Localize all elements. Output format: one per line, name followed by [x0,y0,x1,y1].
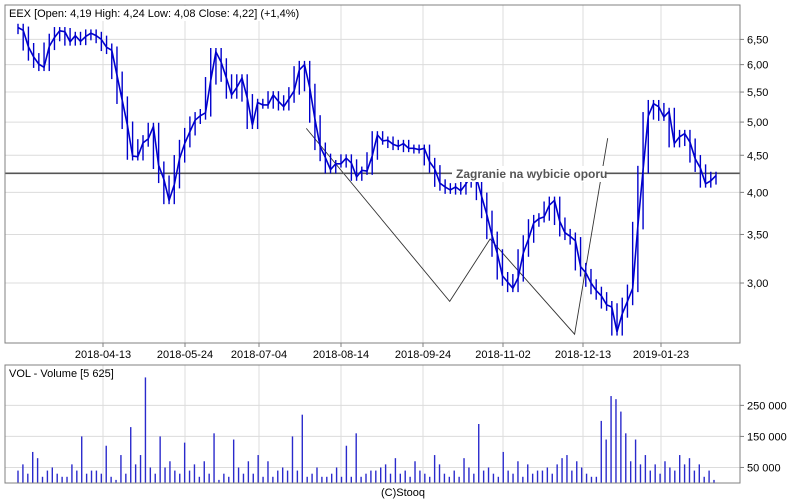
price-x-tick-label: 2018-05-24 [157,349,213,361]
price-y-tick-label: 6,50 [747,34,768,46]
volume-header: VOL - Volume [5 625] [9,368,114,380]
price-x-tick-label: 2018-12-13 [555,349,611,361]
price-panel-frame [4,4,741,344]
price-header: EEX [Open: 4,19 High: 4,24 Low: 4,08 Clo… [9,8,299,20]
price-grid [5,5,744,483]
price-y-axis-labels: 6,50 6,00 5,50 5,00 4,50 4,00 3,50 3,00 [747,34,768,290]
price-y-tick-label: 5,00 [747,117,768,129]
price-y-tick-label: 5,50 [747,87,768,99]
volume-bars [17,377,715,483]
volume-y-tick-label: 150 000 [747,431,787,443]
credit: (C)Stooq [381,487,425,499]
price-y-tick-label: 3,00 [747,278,768,290]
price-y-tick-label: 3,50 [747,229,768,241]
annotation-bg [452,166,606,182]
price-x-tick-label: 2019-01-23 [633,349,689,361]
price-series [17,23,717,336]
price-x-tick-label: 2018-09-24 [395,349,451,361]
price-x-axis-labels: 2018-04-13 2018-05-24 2018-07-04 2018-08-14… [75,349,689,361]
price-x-tick-label: 2018-07-04 [231,349,287,361]
volume-grid [5,404,744,468]
price-y-tick-label: 4,50 [747,150,768,162]
price-y-tick-label: 6,00 [747,60,768,72]
price-x-tick-label: 2018-04-13 [75,349,131,361]
annotation-label: Zagranie na wybicie oporu [456,167,607,181]
price-x-tick-label: 2018-11-02 [475,349,530,361]
volume-y-axis-labels: 250 000 150 000 50 000 [747,400,787,474]
price-x-tick-label: 2018-08-14 [313,349,369,361]
volume-y-tick-label: 50 000 [747,462,781,474]
price-y-tick-label: 4,00 [747,187,768,199]
volume-y-tick-label: 250 000 [747,400,787,412]
price-header-bg [6,6,310,21]
volume-panel-frame [4,364,741,484]
